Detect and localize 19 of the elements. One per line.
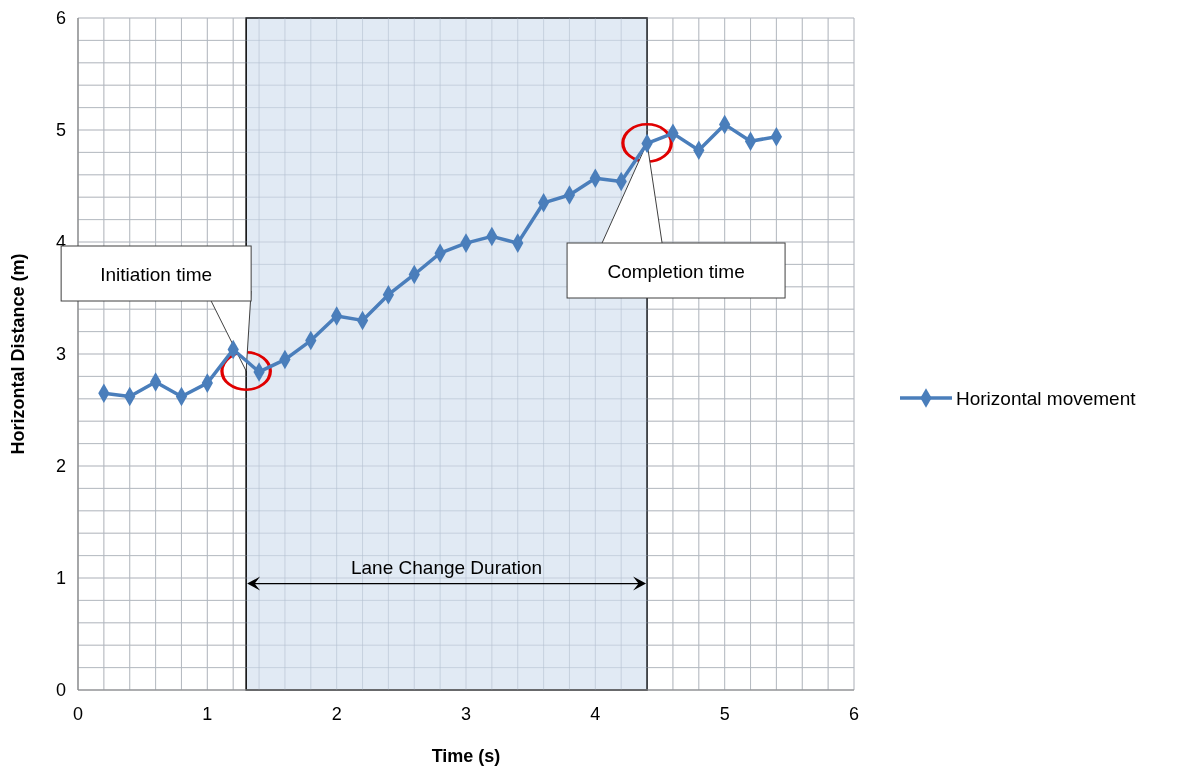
x-axis-title: Time (s) [431,746,501,766]
x-tick-label: 5 [719,704,730,724]
y-tick-label: 5 [55,120,66,140]
annotation: Initiation time [100,263,213,285]
y-tick-label: 0 [55,680,66,700]
x-tick-label: 6 [848,704,860,724]
x-tick-label: 1 [202,704,213,724]
y-tick-label: 2 [55,456,66,476]
x-tick-label: 4 [590,704,601,724]
band-label: Lane Change Duration [351,556,543,578]
x-tick-label: 3 [460,704,472,724]
y-axis-title: Horizontal Distance (m) [8,253,28,455]
annotation: Completion time [607,260,745,282]
y-tick-label: 6 [55,8,66,28]
y-tick-label: 1 [55,568,66,588]
x-tick-label: 2 [331,704,342,724]
legend-label: Horizontal movement [956,388,1137,409]
x-tick-label: 0 [72,704,84,724]
y-tick-label: 3 [55,344,66,364]
